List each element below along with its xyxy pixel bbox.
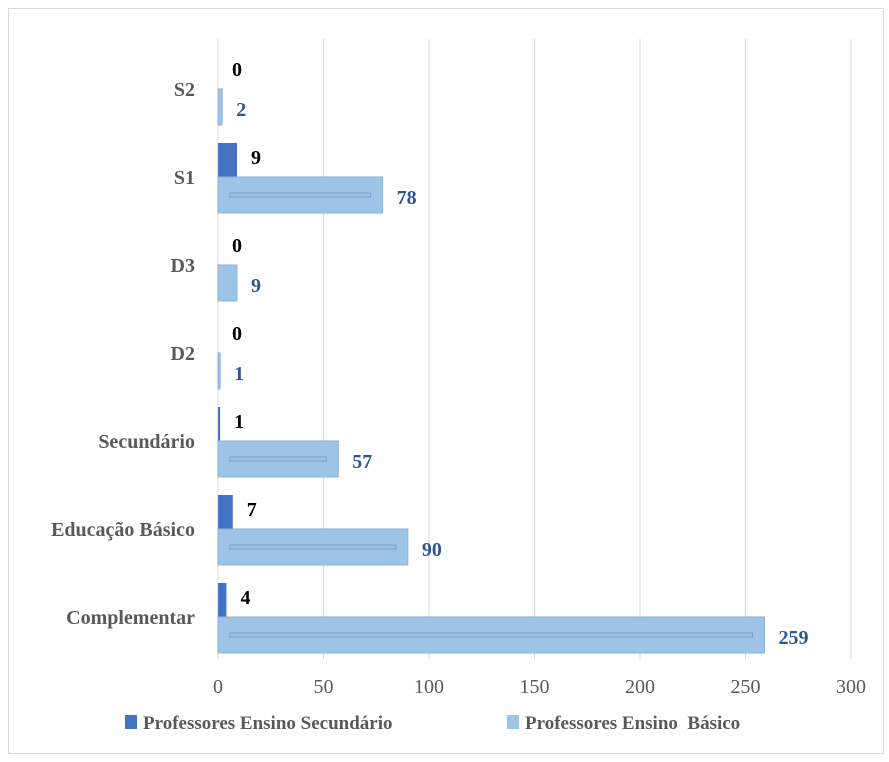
x-tick-label: 250 xyxy=(731,676,761,698)
value-label-basico: 57 xyxy=(352,451,372,473)
bar-bevel xyxy=(229,456,327,462)
value-label-basico: 9 xyxy=(251,275,261,297)
bar-secundario xyxy=(218,407,221,441)
bar-secundario xyxy=(218,583,227,617)
value-label-basico: 90 xyxy=(422,539,442,561)
x-tick-label: 0 xyxy=(213,676,223,698)
bar-secundario xyxy=(218,495,233,529)
x-tick-label: 100 xyxy=(414,676,444,698)
value-label-secundario: 1 xyxy=(234,411,244,433)
value-label-basico: 78 xyxy=(397,187,417,209)
category-label: Complementar xyxy=(66,607,195,629)
bar-basico xyxy=(217,616,765,654)
gridlines xyxy=(217,39,852,659)
bar-basico xyxy=(217,440,339,478)
bar-bevel xyxy=(229,192,372,198)
legend-label-basico: Professores Ensino Básico xyxy=(525,713,740,734)
value-label-basico: 259 xyxy=(778,627,808,649)
legend-swatch-basico xyxy=(507,715,519,729)
bar-bevel xyxy=(229,544,397,550)
category-label: Educação Básico xyxy=(51,519,195,541)
value-label-secundario: 0 xyxy=(232,59,242,81)
value-label-secundario: 0 xyxy=(232,235,242,257)
bar-basico xyxy=(217,528,409,566)
bar-secundario xyxy=(218,143,237,177)
category-label: D2 xyxy=(171,343,195,365)
bar-chart: 0 50 100 150 200 250 300S202S1978D309D201Secun… xyxy=(51,39,866,734)
category-label: Secundário xyxy=(98,431,195,453)
x-tick-label: 300 xyxy=(836,676,866,698)
bar-basico xyxy=(217,176,384,214)
legend-swatch-secundario xyxy=(125,715,137,729)
bar-basico xyxy=(217,88,223,126)
value-label-secundario: 0 xyxy=(232,323,242,345)
value-label-basico: 1 xyxy=(234,363,244,385)
chart-frame: 0 50 100 150 200 250 300 S2 0 2 S1 9 78 D3 0 9 D2 0 1 Secun… xyxy=(8,8,884,754)
bar-basico xyxy=(217,264,238,302)
bar-basico xyxy=(217,352,221,390)
labels: 0 50 100 150 200 250 300S202S1978D309D201Secun… xyxy=(51,59,866,698)
value-label-basico: 2 xyxy=(236,99,246,121)
legend-label-secundario: Professores Ensino Secundário xyxy=(143,713,393,734)
category-label: S2 xyxy=(174,79,195,101)
x-tick-label: 50 xyxy=(314,676,334,698)
x-tick-label: 150 xyxy=(520,676,550,698)
value-label-secundario: 9 xyxy=(251,147,261,169)
category-label: S1 xyxy=(174,167,195,189)
legend: Professores Ensino Secundário Professores… xyxy=(125,713,740,734)
value-label-secundario: 7 xyxy=(247,499,257,521)
bar-bevel xyxy=(229,632,753,638)
value-label-secundario: 4 xyxy=(240,587,250,609)
category-label: D3 xyxy=(171,255,195,277)
x-tick-label: 200 xyxy=(625,676,655,698)
bars xyxy=(217,88,765,654)
